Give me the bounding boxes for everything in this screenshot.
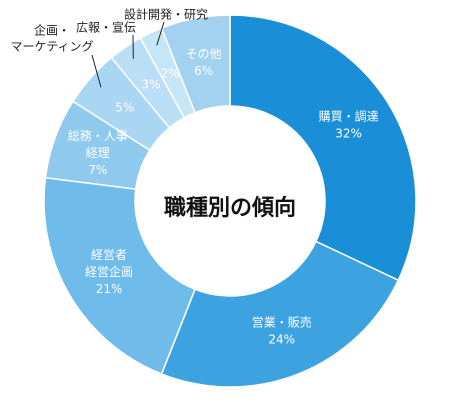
slice-category-label: 営業・販売: [252, 315, 312, 330]
slice-category-label: 企画・: [34, 23, 70, 38]
leader-lines-group: [91, 21, 165, 88]
slice-category-label: 経理: [86, 146, 110, 160]
slice-pct-label: 21%: [96, 282, 123, 296]
slice-category-label: 総務・人事: [68, 129, 128, 143]
slice-category-label: 広報・宣伝: [76, 20, 136, 35]
slice-pct-label: 32%: [335, 127, 362, 141]
pie-slice: [43, 176, 197, 375]
slice-category-label: 購買・調達: [319, 110, 379, 124]
leader-line: [156, 21, 165, 46]
pie-slice: [160, 14, 231, 114]
pie-slice: [229, 14, 417, 282]
slice-category-label: 経営企画: [85, 264, 133, 279]
slices-group: [43, 14, 417, 388]
slice-pct-label: 24%: [268, 333, 295, 347]
slice-category-label: 経営者: [91, 248, 127, 262]
slice-pct-label: 2%: [161, 66, 180, 80]
chart-title: 職種別の傾向: [164, 195, 296, 221]
slice-pct-label: 3%: [142, 77, 161, 91]
slice-pct-label: 5%: [115, 101, 134, 115]
slice-pct-label: 7%: [88, 163, 107, 177]
slice-category-label: 設計開発・研究: [124, 7, 208, 22]
leader-line: [91, 54, 102, 88]
pie-slice: [160, 240, 400, 388]
slice-category-label: その他: [186, 47, 222, 61]
slice-category-label: マーケティング: [10, 40, 93, 54]
slice-pct-label: 6%: [194, 64, 213, 78]
